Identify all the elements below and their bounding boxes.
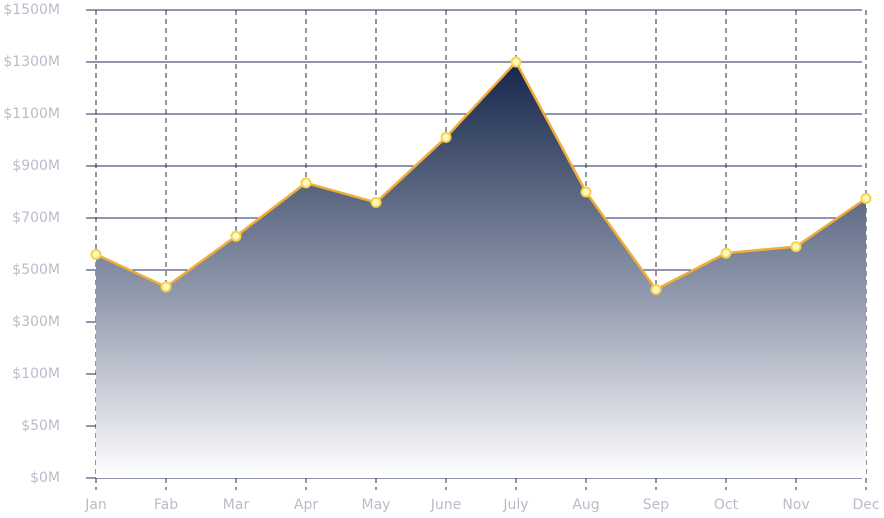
point xyxy=(160,281,172,293)
x-tick-label: Sep xyxy=(643,497,670,513)
x-tick-label: Mar xyxy=(223,497,250,513)
point xyxy=(370,196,382,208)
x-tick-label: Aug xyxy=(572,497,599,513)
plot xyxy=(90,56,872,478)
point xyxy=(580,186,592,198)
y-tick-label: $1300M xyxy=(3,54,60,70)
x-tick-label: Oct xyxy=(714,497,739,513)
y-tick-label: $1100M xyxy=(3,106,60,122)
point xyxy=(860,193,872,204)
point xyxy=(230,230,242,242)
point xyxy=(510,56,522,68)
point xyxy=(790,241,802,253)
area xyxy=(96,62,866,478)
point xyxy=(650,284,662,295)
x-tick-label: Fab xyxy=(154,497,178,513)
y-tick-label: $100M xyxy=(12,366,60,382)
x-tick-label: May xyxy=(362,497,391,513)
y-tick-label: $300M xyxy=(12,314,60,330)
x-tick-label: Nov xyxy=(782,497,809,513)
x-tick-label: July xyxy=(502,497,528,513)
x-tick-label: Dec xyxy=(852,497,879,513)
x-tick-label: June xyxy=(430,497,462,513)
y-tick-label: $700M xyxy=(12,210,60,226)
y-tick-label: $500M xyxy=(12,262,60,278)
y-tick-label: $900M xyxy=(12,158,60,174)
point xyxy=(440,131,452,143)
point xyxy=(300,177,312,189)
point xyxy=(720,247,732,259)
y-tick-label: $0M xyxy=(30,470,60,486)
y-tick-label: $1500M xyxy=(3,2,60,18)
x-tick-label: Apr xyxy=(294,497,318,513)
x-tick-label: Jan xyxy=(84,497,107,513)
point xyxy=(90,248,102,260)
y-tick-label: $50M xyxy=(21,418,60,434)
line xyxy=(95,60,867,291)
